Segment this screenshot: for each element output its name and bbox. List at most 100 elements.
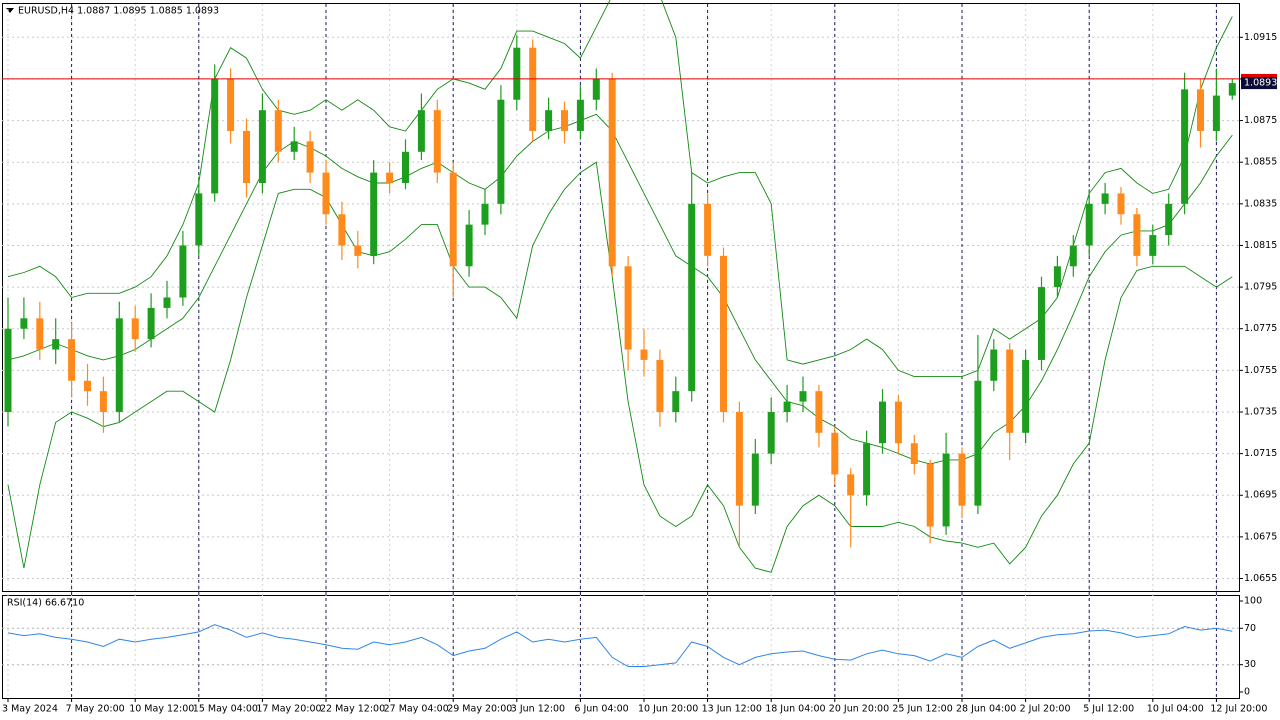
candle-body (417, 110, 425, 152)
x-tick-label: 10 Jul 04:00 (1147, 704, 1204, 715)
candle-body (354, 245, 362, 256)
y-tick-label: 1.0675 (1244, 531, 1277, 542)
candle-body (227, 78, 235, 131)
candle-body (20, 318, 28, 329)
x-tick-label: 29 May 20:00 (447, 704, 512, 715)
y-tick-label: 1.0755 (1244, 365, 1277, 376)
candle-body (290, 141, 298, 152)
candle-body (1117, 193, 1125, 215)
candle-body (879, 401, 886, 444)
candle-body (243, 130, 250, 184)
candle-body (529, 47, 537, 131)
candle-body (942, 453, 950, 527)
candle-body (481, 203, 489, 225)
y-tick-label: 1.0875 (1244, 115, 1277, 126)
candle-body (1197, 89, 1204, 131)
candle-body (974, 380, 982, 506)
candle-body (926, 464, 934, 527)
candle-body (513, 47, 521, 100)
candle-body (1053, 266, 1061, 288)
candle-body (1212, 95, 1220, 131)
x-tick-label: 15 May 04:00 (193, 704, 258, 715)
y-tick-label: 1.0715 (1244, 448, 1277, 459)
bid-label: 1.0893 (1244, 78, 1277, 89)
candle-body (783, 401, 791, 412)
candle-body (52, 339, 60, 350)
candle-body (433, 110, 441, 173)
candle-body (195, 193, 203, 246)
x-tick-label: 20 Jun 20:00 (829, 704, 889, 715)
candle-body (1149, 235, 1157, 256)
candle-body (274, 110, 282, 152)
candle-body (704, 203, 712, 256)
y-tick-label: 0 (1244, 686, 1250, 697)
candle-body (958, 453, 966, 506)
candle-body (561, 110, 568, 131)
candle-body (211, 78, 219, 194)
x-tick-label: 6 Jun 04:00 (574, 704, 628, 715)
x-tick-label: 22 May 12:00 (320, 704, 385, 715)
candle-body (1069, 245, 1077, 267)
x-tick-label: 13 Jun 12:00 (702, 704, 762, 715)
candle-body (338, 214, 346, 246)
candle-body (1085, 203, 1093, 246)
x-tick-label: 5 Jul 12:00 (1083, 704, 1134, 715)
candle-body (1133, 214, 1141, 256)
y-tick-label: 1.0655 (1244, 573, 1277, 584)
y-tick-label: 100 (1244, 596, 1262, 607)
candle-body (258, 110, 266, 184)
candle-body (720, 255, 727, 412)
x-tick-label: 10 May 12:00 (129, 704, 194, 715)
candle-body (306, 141, 314, 173)
y-tick-label: 1.0775 (1244, 323, 1277, 334)
candle-body (688, 203, 696, 392)
x-tick-label: 27 May 04:00 (384, 704, 449, 715)
candle-body (545, 110, 553, 131)
rsi-header: RSI(14) 66.6710 (7, 598, 84, 609)
candle-body (402, 151, 409, 184)
candle-body (1006, 349, 1014, 433)
candle-body (672, 391, 680, 412)
y-tick-label: 1.0915 (1244, 32, 1277, 43)
candle-body (1228, 83, 1236, 96)
candle-body (465, 224, 473, 267)
candle-body (99, 391, 107, 412)
x-tick-label: 7 May 20:00 (66, 704, 125, 715)
y-tick-label: 70 (1244, 623, 1256, 634)
candle-body (815, 391, 823, 433)
candle-body (68, 339, 76, 381)
candle-body (1022, 359, 1030, 433)
x-tick-label: 17 May 20:00 (256, 704, 321, 715)
candle-body (847, 474, 855, 496)
candle-body (576, 99, 584, 131)
candle-body (370, 172, 378, 256)
x-tick-label: 28 Jun 04:00 (956, 704, 1016, 715)
candle-body (751, 453, 759, 506)
candle-body (1101, 193, 1109, 204)
candle-body (656, 359, 664, 412)
candle-body (640, 349, 648, 360)
bollinger-lower (7, 161, 1233, 573)
candle-body (4, 328, 12, 412)
y-tick-label: 30 (1244, 659, 1256, 670)
candle-body (767, 411, 775, 454)
main-panel (2, 3, 1240, 592)
candle-body (910, 443, 918, 465)
x-tick-label: 18 Jun 04:00 (765, 704, 825, 715)
x-tick-label: 2 Jul 20:00 (1020, 704, 1071, 715)
candle-body (163, 297, 171, 308)
candle-body (799, 391, 807, 402)
symbol-header: EURUSD,H4 1.0887 1.0895 1.0885 1.0893 (18, 6, 219, 17)
x-tick-label: 3 Jun 12:00 (511, 704, 565, 715)
candle-body (179, 245, 187, 298)
candle-body (624, 266, 632, 350)
candle-body (131, 318, 139, 340)
y-tick-label: 1.0815 (1244, 240, 1277, 251)
x-tick-label: 10 Jun 20:00 (638, 704, 698, 715)
candle-body (84, 380, 91, 392)
candle-body (608, 78, 616, 267)
candle-body (386, 172, 394, 184)
y-tick-label: 1.0795 (1244, 282, 1277, 293)
